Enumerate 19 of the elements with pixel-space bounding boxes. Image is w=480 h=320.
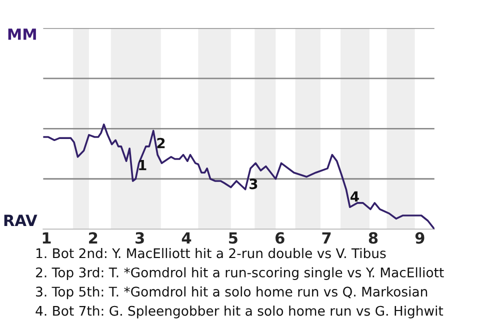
x-tick-label: 6 bbox=[276, 232, 284, 244]
text: 1. Bot 2nd: Y. MacElliott hit a 2-run double vs V. Tibus bbox=[36, 248, 386, 258]
x-tick-label: 7 bbox=[322, 232, 331, 244]
text: 2. Top 3rd: T. *Gomdrol hit a run-scoring single vs Y. MacElliott bbox=[36, 267, 444, 280]
text: 4. Bot 7th: G. Spleengobber hit a solo home run vs G. Highwit bbox=[36, 306, 444, 318]
x-tick-label: 2 bbox=[89, 232, 98, 244]
x-tick-label: 5 bbox=[229, 232, 238, 244]
x-tick-label: 8 bbox=[368, 232, 378, 244]
text: 3. Top 5th: T. *Gomdrol hit a solo home run vs Q. Markosian bbox=[36, 286, 428, 300]
annotation: 1 bbox=[139, 160, 146, 170]
x-tick-label: 3 bbox=[136, 232, 144, 244]
x-tick-label: 1 bbox=[42, 232, 51, 244]
x-tick-label: 4 bbox=[182, 232, 192, 244]
text: MM bbox=[8, 28, 36, 40]
annotation: 2 bbox=[157, 138, 165, 148]
annotation: 4 bbox=[350, 191, 359, 202]
x-tick-label: 9 bbox=[415, 232, 424, 244]
annotation: 3 bbox=[250, 178, 258, 190]
text: RAV bbox=[4, 214, 38, 226]
